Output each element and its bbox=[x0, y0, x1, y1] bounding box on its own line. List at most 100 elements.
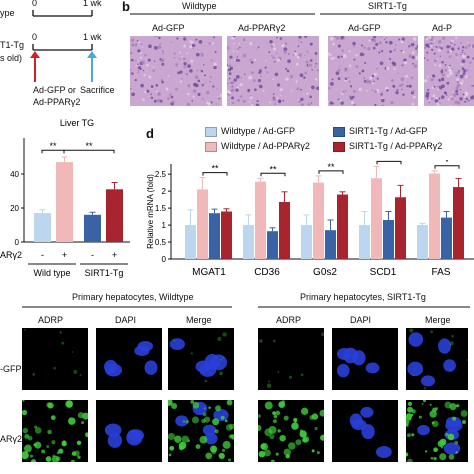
microscopy-image-merge-row2 bbox=[406, 400, 468, 462]
microscopy-group-title-1: Primary hepatocytes, Wildtype bbox=[72, 292, 194, 302]
bar bbox=[371, 178, 382, 259]
bar bbox=[267, 231, 278, 259]
bar bbox=[337, 194, 348, 259]
legend-swatch bbox=[205, 127, 217, 137]
histology-col-label-4: Ad-P bbox=[432, 23, 453, 33]
x-tick-label: SCD1 bbox=[370, 267, 397, 278]
legend-label: Wildtype / Ad-GFP bbox=[221, 126, 296, 136]
injection-label-line-2: Ad-PPARγ2 bbox=[33, 97, 81, 107]
x-tick-label: G0s2 bbox=[313, 267, 337, 278]
sacrifice-arrow-head bbox=[87, 51, 97, 58]
bar bbox=[279, 202, 290, 259]
panel-e: Primary hepatocytes, Wildtype Primary he… bbox=[0, 288, 474, 474]
bar bbox=[313, 182, 324, 259]
microscopy-image-merge-row1 bbox=[406, 328, 468, 390]
panel-a: ype 0 1 wk T1-Tg s old) 0 1 wk Ad-GFP or… bbox=[0, 0, 125, 115]
sig-label: ** bbox=[85, 141, 93, 151]
treatment-sign: - bbox=[41, 250, 44, 260]
sig-bracket bbox=[434, 165, 460, 169]
x-tick-label: MGAT1 bbox=[192, 267, 226, 278]
y-tick-label: 0 bbox=[162, 255, 167, 264]
microscopy-image-merge-row1 bbox=[168, 328, 234, 390]
timeline-bottom-end: 1 wk bbox=[83, 32, 102, 42]
y-tick-label: 0 bbox=[15, 238, 20, 247]
timeline-top-label: ype bbox=[0, 8, 15, 18]
microscopy-image-adrp-row1 bbox=[258, 328, 324, 390]
bar bbox=[453, 187, 464, 259]
panel-d-letter: d bbox=[146, 126, 154, 141]
group-label: Wild type bbox=[33, 268, 70, 278]
x-tick-label: CD36 bbox=[254, 267, 280, 278]
sacrifice-label: Sacrifice bbox=[80, 85, 115, 95]
histology-image-tg-ppar bbox=[424, 36, 474, 106]
sig-bracket bbox=[376, 160, 402, 165]
scale-bar bbox=[433, 464, 469, 467]
bar bbox=[209, 213, 220, 259]
timeline-bottom-label-2: s old) bbox=[0, 53, 23, 63]
bar bbox=[84, 214, 101, 242]
bar bbox=[429, 173, 440, 259]
y-tick-label: 2 bbox=[162, 187, 167, 196]
microscopy-image-dapi-row2 bbox=[96, 400, 162, 462]
microscopy-grid bbox=[0, 328, 474, 474]
bar bbox=[243, 225, 254, 259]
row-label-ppar: ARγ2 bbox=[0, 434, 23, 444]
y-axis-label: Relative mRNA (fold) bbox=[146, 174, 155, 249]
bar bbox=[197, 189, 208, 259]
sig-label: * bbox=[445, 160, 449, 167]
histology-image-tg-gfp bbox=[328, 36, 418, 106]
bar bbox=[383, 219, 394, 259]
bar bbox=[301, 225, 312, 259]
histology-image-wt-gfp bbox=[130, 36, 222, 106]
bar bbox=[255, 181, 266, 259]
y-tick-label: 2.5 bbox=[155, 170, 167, 179]
panel-c: Liver TG 0 20 40 - + - + ** ** ARγ2 Wild type SIRT1-… bbox=[0, 118, 135, 288]
treatment-sign: - bbox=[91, 250, 94, 260]
legend-label: SIRT1-Tg / Ad-PPARγ2 bbox=[349, 141, 443, 151]
y-tick-label: 40 bbox=[10, 170, 19, 179]
histology-col-label-1: Ad-GFP bbox=[152, 23, 185, 33]
bar bbox=[34, 213, 51, 242]
legend-label: SIRT1-Tg / Ad-GFP bbox=[349, 126, 428, 136]
sig-label: ** bbox=[49, 141, 57, 151]
timeline-bottom-label-1: T1-Tg bbox=[0, 40, 25, 50]
legend-swatch bbox=[205, 142, 217, 152]
group-label: SIRT1-Tg bbox=[85, 268, 124, 278]
bar bbox=[325, 230, 336, 259]
channel-label-merge-1: Merge bbox=[186, 315, 212, 325]
bar bbox=[441, 217, 452, 259]
microscopy-image-adrp-row1 bbox=[22, 328, 88, 390]
panel-d-legend: Wildtype / Ad-GFP Wildtype / Ad-PPARγ2 S… bbox=[205, 127, 474, 161]
panel-b: Wildtype SIRT1-Tg Ad-GFP Ad-PPARγ2 Ad-GF… bbox=[130, 0, 474, 112]
bar bbox=[417, 225, 428, 259]
y-tick-label: 20 bbox=[10, 204, 19, 213]
microscopy-group-title-2: Primary hepatocytes, SIRT1-Tg bbox=[300, 292, 426, 302]
microscopy-image-merge-row2 bbox=[168, 400, 234, 462]
sig-bracket bbox=[63, 149, 115, 154]
channel-label-adrp-1: ADRP bbox=[38, 315, 64, 325]
sig-bracket bbox=[318, 170, 344, 174]
row-label-gfp: -GFP bbox=[0, 364, 22, 374]
channel-label-adrp-2: ADRP bbox=[276, 315, 302, 325]
x-tick-label: FAS bbox=[432, 267, 451, 278]
channel-label-merge-2: Merge bbox=[425, 315, 451, 325]
injection-arrow-head bbox=[30, 51, 40, 58]
histology-image-wt-ppar bbox=[227, 36, 319, 106]
sig-bracket bbox=[202, 172, 228, 176]
treatment-label: ARγ2 bbox=[0, 250, 22, 260]
panel-d: Relative mRNA (fold) 0 0.5 1 1.5 2 2.5 ** MGAT1 *… bbox=[145, 160, 474, 285]
timeline-diagram bbox=[30, 10, 97, 82]
chart-title: Liver TG bbox=[60, 118, 94, 128]
histology-group-title-1: Wildtype bbox=[182, 1, 217, 11]
microscopy-image-adrp-row2 bbox=[258, 400, 324, 462]
microscopy-group-rules bbox=[22, 306, 470, 308]
sig-bracket bbox=[260, 172, 286, 177]
bar bbox=[106, 189, 123, 242]
timeline-top-start: 0 bbox=[32, 0, 38, 8]
timeline-top-end: 1 wk bbox=[83, 0, 102, 8]
sig-label: ** bbox=[211, 164, 219, 174]
bar bbox=[185, 225, 196, 259]
channel-label-dapi-2: DAPI bbox=[350, 315, 372, 325]
panel-b-letter: b bbox=[122, 0, 130, 14]
y-tick-label: 0.5 bbox=[155, 238, 167, 247]
